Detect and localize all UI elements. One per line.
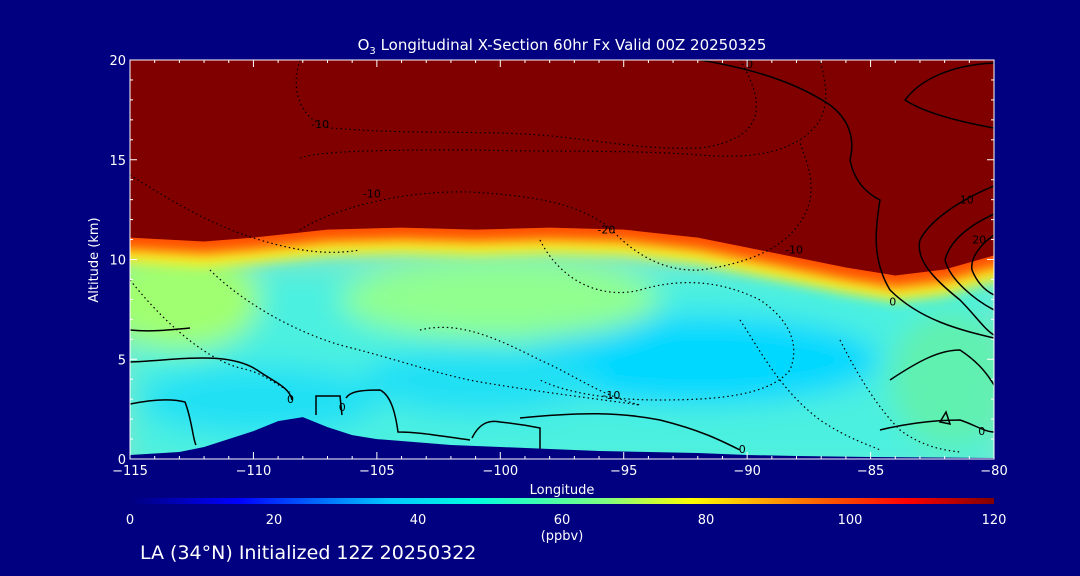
contour-label-3: -10	[785, 244, 803, 257]
x-tick-label-2: −105	[359, 464, 395, 479]
colorbar-tick-label-3: 60	[554, 513, 571, 528]
y-tick-label-0: 0	[118, 453, 126, 468]
chart-title: O3 Longitudinal X-Section 60hr Fx Valid …	[358, 36, 767, 57]
y-axis: 0 5 10 15 20	[109, 54, 994, 468]
x-tick-label-4: −95	[610, 464, 637, 479]
x-tick-label-6: −85	[857, 464, 884, 479]
colorbar-ticks: 0 20 40 60 80 100 120	[126, 513, 1007, 528]
contour-label-6: 0	[889, 295, 896, 308]
contour-label-7: 10	[960, 194, 974, 207]
colorbar-tick-label-0: 0	[126, 513, 134, 528]
colorbar-tick-label-5: 100	[838, 513, 863, 528]
y-tick-label-4: 20	[109, 54, 126, 69]
contour-label-1: -10	[363, 188, 381, 201]
colorbar-tick-label-4: 80	[698, 513, 715, 528]
terrain-mask	[130, 417, 994, 459]
colorbar-unit-label: (ppbv)	[541, 529, 584, 544]
y-tick-label-2: 10	[109, 254, 126, 269]
footer-run-info: LA (34°N) Initialized 12Z 20250322	[140, 542, 476, 564]
stratosphere-region	[130, 60, 994, 276]
contour-label-10: 0	[978, 425, 985, 438]
x-tick-label-7: −80	[980, 464, 1007, 479]
x-axis: −115 −110 −105 −100 −95 −90 −85 −80	[112, 60, 1008, 479]
x-tick-label-0: −115	[112, 464, 148, 479]
colorbar-tick-label-6: 120	[982, 513, 1007, 528]
contour-label-0: -10	[311, 118, 329, 131]
colorbar-tick-label-2: 40	[410, 513, 427, 528]
contour-label-12: 0	[339, 401, 346, 414]
solid-contours	[130, 60, 994, 452]
x-tick-label-3: −100	[482, 464, 518, 479]
contour-label-9: 0	[739, 443, 746, 456]
colorbar	[130, 498, 994, 504]
x-tick-label-5: −90	[733, 464, 760, 479]
colorbar-tick-label-1: 20	[266, 513, 283, 528]
contour-label-5: 0	[746, 58, 753, 71]
y-axis-label: Altitude (km)	[87, 217, 102, 302]
contour-label-11: 0	[287, 393, 294, 406]
y-tick-label-3: 15	[109, 154, 126, 169]
contour-label-8: 20	[972, 234, 986, 247]
y-tick-label-1: 5	[118, 353, 126, 368]
plot-area: -10 -10 -20 -10 -10 0 0 10 20 0 0 0 0	[130, 58, 994, 459]
contour-label-4: -10	[602, 389, 620, 402]
x-tick-label-1: −110	[236, 464, 272, 479]
x-axis-label: Longitude	[530, 483, 595, 498]
contour-labels: -10 -10 -20 -10 -10 0 0 10 20 0 0 0 0	[287, 58, 986, 456]
dotted-contours	[130, 60, 961, 453]
contour-label-2: -20	[597, 224, 615, 237]
